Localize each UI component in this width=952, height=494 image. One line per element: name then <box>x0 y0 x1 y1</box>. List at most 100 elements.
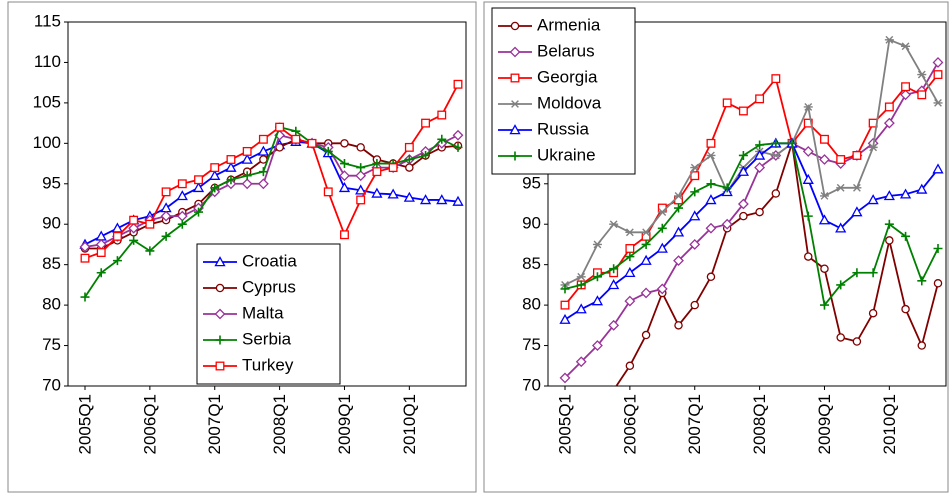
marker <box>194 175 203 185</box>
marker <box>95 230 107 241</box>
marker <box>690 187 700 197</box>
marker <box>689 210 701 221</box>
legend-label: Belarus <box>537 41 595 60</box>
marker <box>901 304 910 314</box>
marker <box>215 361 225 371</box>
y-tick-label: 115 <box>34 11 61 30</box>
marker <box>145 219 155 229</box>
marker <box>421 150 431 160</box>
marker <box>802 146 814 157</box>
plot-frame <box>67 21 467 387</box>
marker <box>405 163 414 172</box>
marker <box>803 103 813 111</box>
marker <box>80 292 90 302</box>
marker <box>690 300 699 310</box>
marker <box>225 161 237 172</box>
marker <box>404 155 414 165</box>
marker <box>372 159 382 169</box>
marker <box>161 231 171 241</box>
marker <box>355 184 367 195</box>
marker <box>819 192 829 200</box>
series-layer <box>559 35 944 386</box>
y-tick-label: 85 <box>522 254 541 273</box>
marker <box>128 222 140 234</box>
marker <box>192 181 205 193</box>
marker <box>214 308 226 320</box>
marker <box>624 266 636 278</box>
marker <box>592 340 603 351</box>
marker <box>437 134 447 144</box>
marker <box>625 228 635 237</box>
y-tick-label: 80 <box>522 295 541 314</box>
marker <box>257 145 269 156</box>
marker <box>258 134 268 144</box>
marker <box>641 239 651 249</box>
marker <box>787 138 797 148</box>
marker <box>820 264 829 273</box>
marker <box>689 239 701 250</box>
marker <box>771 151 781 160</box>
marker <box>852 151 862 160</box>
marker <box>242 171 252 181</box>
marker <box>371 187 383 198</box>
x-tick-label: 2005Q1 <box>556 394 575 455</box>
marker <box>592 272 602 282</box>
marker <box>209 169 221 180</box>
marker <box>932 163 944 174</box>
marker <box>624 295 636 307</box>
legend-label: Ukraine <box>537 145 596 164</box>
marker <box>852 268 862 278</box>
marker <box>820 134 829 144</box>
marker <box>690 163 700 172</box>
marker <box>657 208 667 216</box>
marker <box>307 138 317 148</box>
legend-label: Malta <box>242 303 284 322</box>
x-tick-label: 2005Q1 <box>76 394 95 455</box>
marker <box>819 300 829 310</box>
marker <box>901 231 911 241</box>
marker <box>452 195 464 206</box>
marker <box>836 333 845 342</box>
marker <box>609 264 619 274</box>
marker <box>803 211 813 221</box>
marker <box>705 194 717 205</box>
marker <box>242 146 252 156</box>
marker <box>868 268 878 278</box>
marker <box>851 206 863 217</box>
marker <box>836 280 846 290</box>
marker <box>706 179 716 189</box>
marker <box>917 70 927 79</box>
y-tick-label: 70 <box>522 375 541 394</box>
marker <box>356 163 366 173</box>
marker <box>932 57 944 68</box>
marker <box>560 300 570 310</box>
x-tick-label: 2009Q1 <box>815 394 834 455</box>
x-tick-label: 2010Q1 <box>400 394 419 455</box>
marker <box>754 149 766 160</box>
plot-frame <box>547 21 947 387</box>
marker <box>868 308 878 318</box>
marker <box>738 106 748 116</box>
marker <box>609 220 619 229</box>
marker <box>755 140 765 150</box>
y-tick-label: 95 <box>42 173 61 192</box>
legend-label: Moldova <box>537 93 602 112</box>
marker <box>372 167 382 177</box>
marker <box>575 356 587 368</box>
marker <box>674 192 684 200</box>
marker <box>917 341 927 350</box>
marker <box>625 252 635 262</box>
marker <box>510 100 520 108</box>
marker <box>210 183 220 193</box>
marker <box>819 154 830 165</box>
marker <box>215 335 225 345</box>
marker <box>933 243 943 253</box>
marker <box>852 337 862 346</box>
marker <box>355 170 367 182</box>
marker <box>738 150 748 160</box>
marker <box>721 218 733 230</box>
x-tick-label: 2006Q1 <box>620 394 639 455</box>
marker <box>576 272 586 281</box>
marker <box>510 73 520 83</box>
